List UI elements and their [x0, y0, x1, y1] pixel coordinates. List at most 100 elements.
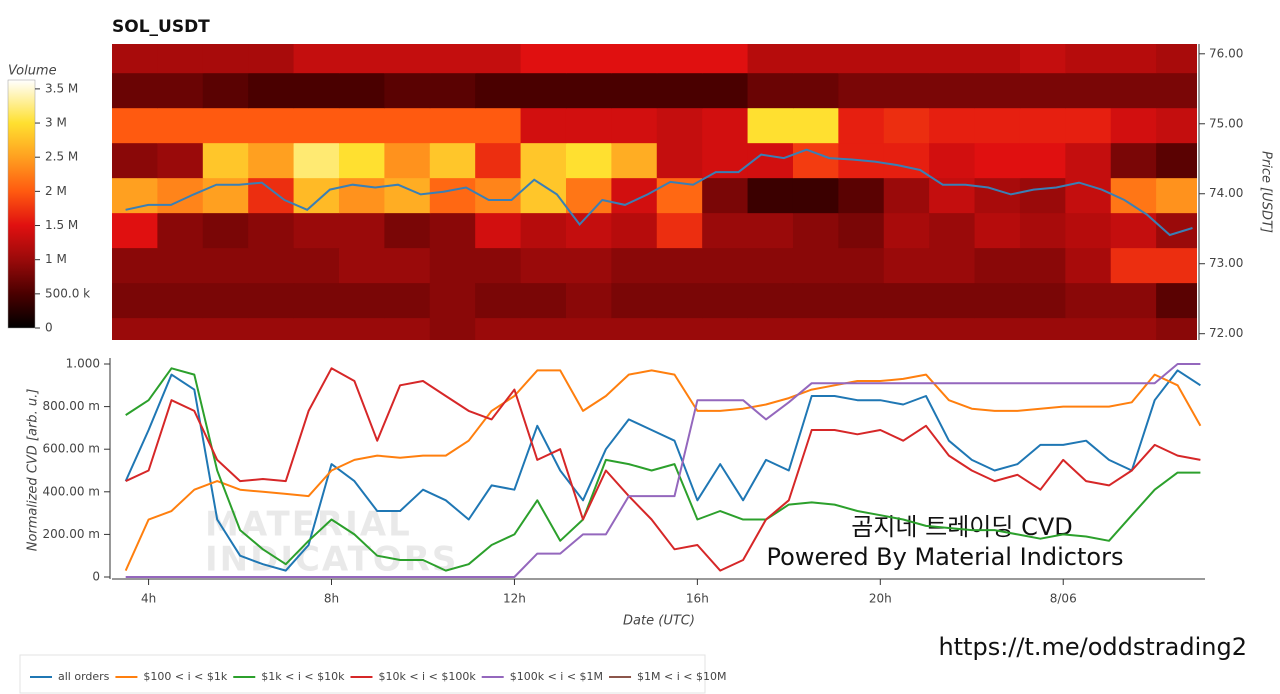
- heatmap-cell: [611, 282, 658, 319]
- heatmap-cell: [475, 177, 522, 214]
- heatmap-cell: [702, 317, 749, 340]
- heatmap-cell: [1065, 44, 1112, 74]
- price-line: [125, 148, 1193, 237]
- heatmap-cell: [429, 247, 476, 284]
- x-tick-label: 8h: [324, 592, 339, 606]
- heatmap-cell: [838, 72, 885, 109]
- heatmap-cell: [202, 107, 249, 144]
- heatmap-cell: [1156, 212, 1197, 249]
- heatmap-cell: [1156, 107, 1197, 144]
- heatmap-cell: [157, 282, 204, 319]
- heatmap-cell: [520, 72, 567, 109]
- series-line: [125, 363, 1201, 578]
- heatmap-cell: [384, 107, 431, 144]
- heatmap-cell: [656, 72, 703, 109]
- y-tick-label: 200.00 m: [43, 527, 101, 541]
- heatmap-cell: [1065, 282, 1112, 319]
- heatmap-cell: [384, 247, 431, 284]
- heatmap-cell: [974, 317, 1021, 340]
- heatmap-cell: [929, 317, 976, 340]
- heatmap-cell: [157, 212, 204, 249]
- heatmap-cell: [520, 317, 567, 340]
- heatmap-cell: [565, 282, 612, 319]
- y-tick-label: 400.00 m: [43, 484, 101, 498]
- heatmap-cell: [565, 212, 612, 249]
- heatmap-cell: [611, 212, 658, 249]
- x-tick-label: 16h: [686, 592, 709, 606]
- heatmap-cell: [338, 212, 385, 249]
- heatmap-cell: [112, 282, 158, 319]
- colorbar-tick-label: 500.0 k: [45, 286, 90, 300]
- heatmap-cell: [1019, 177, 1066, 214]
- heatmap-cell: [293, 317, 340, 340]
- heatmap-cell: [1019, 212, 1066, 249]
- colorbar-tick-label: 1 M: [45, 252, 67, 266]
- heatmap-cell: [384, 177, 431, 214]
- heatmap-cell: [883, 44, 930, 74]
- heatmap-cell: [429, 317, 476, 340]
- heatmap-cell: [747, 317, 794, 340]
- heatmap-cell: [1065, 142, 1112, 179]
- heatmap: [112, 44, 1197, 340]
- heatmap-cell: [248, 282, 295, 319]
- heatmap-cell: [384, 44, 431, 74]
- heatmap-cell: [565, 44, 612, 74]
- heatmap-cell: [248, 247, 295, 284]
- heatmap-cell: [792, 142, 839, 179]
- heatmap-cell: [1019, 72, 1066, 109]
- heatmap-cell: [475, 247, 522, 284]
- heatmap-cell: [1019, 317, 1066, 340]
- heatmap-cell: [974, 212, 1021, 249]
- heatmap-cell: [1019, 107, 1066, 144]
- heatmap-cell: [792, 44, 839, 74]
- legend-label: all orders: [58, 670, 110, 683]
- heatmap-cell: [747, 212, 794, 249]
- heatmap-cell: [1156, 142, 1197, 179]
- series-line: [125, 367, 1201, 572]
- heatmap-cell: [1110, 44, 1157, 74]
- heatmap-cell: [1065, 212, 1112, 249]
- heatmap-cell: [384, 282, 431, 319]
- y-axis-title: Price [USDT]: [1259, 151, 1274, 233]
- heatmap-cell: [656, 317, 703, 340]
- heatmap-cell: [747, 177, 794, 214]
- annotation: Powered By Material Indictors: [767, 543, 1124, 571]
- heatmap-cell: [429, 107, 476, 144]
- heatmap-cell: [929, 44, 976, 74]
- link: https://t.me/oddstrading2: [938, 633, 1247, 661]
- heatmap-cell: [520, 247, 567, 284]
- heatmap-cell: [611, 72, 658, 109]
- heatmap-cell: [293, 72, 340, 109]
- heatmap-cell: [338, 177, 385, 214]
- heatmap-cell: [792, 282, 839, 319]
- y-tick-label: 1.000: [66, 357, 100, 371]
- heatmap-cell: [338, 142, 385, 179]
- heatmap-cell: [338, 317, 385, 340]
- heatmap-cell: [157, 142, 204, 179]
- heatmap-cell: [747, 72, 794, 109]
- heatmap-cell: [702, 282, 749, 319]
- x-axis-title: Date (UTC): [623, 614, 695, 629]
- heatmap-cell: [1110, 212, 1157, 249]
- heatmap-cell: [792, 177, 839, 214]
- heatmap-cell: [202, 142, 249, 179]
- heatmap-cell: [338, 72, 385, 109]
- y-tick-label: 800.00 m: [43, 399, 101, 413]
- heatmap-cell: [565, 317, 612, 340]
- series-line: [125, 367, 1201, 572]
- heatmap-cell: [1156, 44, 1197, 74]
- colorbar-tick-label: 0: [45, 321, 53, 335]
- heatmap-cell: [747, 107, 794, 144]
- heatmap-cell: [611, 142, 658, 179]
- y-tick-label: 600.00 m: [43, 442, 101, 456]
- heatmap-cell: [929, 247, 976, 284]
- legend-label: $1k < i < $10k: [261, 670, 345, 683]
- heatmap-cell: [157, 44, 204, 74]
- x-tick-label: 12h: [503, 592, 526, 606]
- heatmap-cell: [702, 177, 749, 214]
- heatmap-cell: [974, 107, 1021, 144]
- legend-label: $100k < i < $1M: [510, 670, 603, 683]
- heatmap-cell: [248, 317, 295, 340]
- heatmap-cell: [702, 212, 749, 249]
- heatmap-cell: [611, 247, 658, 284]
